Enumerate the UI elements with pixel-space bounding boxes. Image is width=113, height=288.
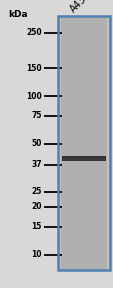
Bar — [61, 156, 105, 161]
Text: kDa: kDa — [8, 10, 27, 19]
Text: 100: 100 — [26, 92, 42, 101]
Text: 25: 25 — [31, 187, 42, 196]
Text: 75: 75 — [31, 111, 42, 120]
Text: 50: 50 — [31, 139, 42, 148]
Text: 37: 37 — [31, 160, 42, 169]
Text: 150: 150 — [26, 64, 42, 73]
Text: 10: 10 — [31, 250, 42, 259]
Text: 20: 20 — [31, 202, 42, 211]
Text: 250: 250 — [26, 29, 42, 37]
Text: 15: 15 — [31, 222, 42, 231]
Bar — [62, 158, 104, 160]
Bar — [58, 16, 109, 270]
Bar — [60, 16, 106, 270]
Text: A431: A431 — [67, 0, 92, 15]
Bar — [58, 16, 109, 270]
